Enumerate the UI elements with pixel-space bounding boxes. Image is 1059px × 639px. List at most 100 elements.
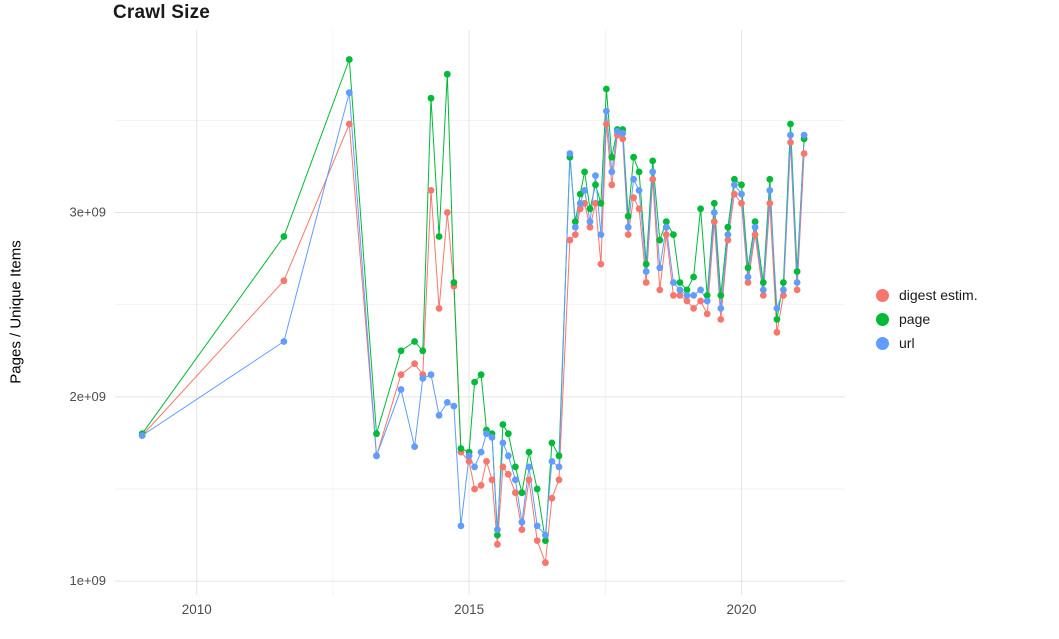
- data-point-page: [427, 94, 435, 102]
- legend-key-dot-digest: [876, 288, 889, 302]
- data-point-page: [542, 537, 549, 544]
- data-point-url: [649, 168, 657, 176]
- data-point-url: [724, 231, 732, 239]
- data-point-page: [597, 199, 605, 207]
- data-point-digest: [793, 286, 801, 294]
- y-axis-label: Pages / Unique Items: [7, 240, 25, 384]
- data-point-page: [793, 268, 801, 275]
- data-point-page: [504, 430, 512, 438]
- data-point-url: [670, 279, 677, 286]
- data-point-url: [793, 279, 801, 286]
- data-point-url: [592, 172, 599, 180]
- data-point-url: [710, 209, 718, 216]
- series-line-digest: [141, 123, 805, 563]
- data-point-digest: [624, 231, 632, 239]
- data-point-url: [427, 371, 435, 379]
- data-point-page: [738, 181, 745, 189]
- data-point-page: [731, 175, 738, 183]
- data-point-url: [280, 338, 288, 345]
- data-point-digest: [465, 458, 473, 465]
- data-point-page: [411, 338, 418, 345]
- data-point-digest: [597, 260, 605, 268]
- data-point-url: [518, 518, 526, 526]
- data-point-page: [581, 168, 588, 176]
- data-point-url: [548, 458, 556, 465]
- data-point-digest: [780, 292, 787, 299]
- data-point-digest: [488, 476, 496, 484]
- data-point-digest: [656, 286, 664, 294]
- data-point-digest: [744, 279, 752, 286]
- data-point-page: [787, 120, 794, 128]
- data-point-url: [450, 402, 458, 410]
- data-point-url: [703, 297, 711, 305]
- data-point-digest: [499, 463, 507, 471]
- data-point-url: [766, 187, 774, 194]
- data-point-url: [435, 411, 443, 419]
- data-point-page: [724, 223, 732, 231]
- data-point-url: [525, 463, 533, 471]
- data-point-digest: [435, 305, 443, 312]
- data-point-page: [499, 421, 507, 428]
- data-point-page: [690, 273, 697, 281]
- data-point-page: [373, 430, 380, 438]
- data-point-url: [483, 430, 490, 438]
- legend-label-url: url: [899, 335, 915, 351]
- data-point-page: [717, 292, 725, 299]
- legend-label-page: page: [899, 311, 931, 327]
- data-point-url: [642, 268, 650, 275]
- data-point-page: [683, 286, 691, 294]
- data-point-url: [397, 386, 405, 393]
- data-point-url: [411, 443, 418, 450]
- data-point-digest: [411, 360, 418, 368]
- legend-label-digest: digest estim.: [899, 287, 978, 303]
- data-point-page: [443, 70, 451, 78]
- data-point-page: [586, 205, 594, 213]
- data-point-url: [619, 129, 627, 137]
- data-point-page: [773, 316, 781, 323]
- data-point-digest: [703, 310, 711, 318]
- data-point-page: [345, 56, 353, 63]
- data-point-digest: [717, 316, 725, 323]
- data-point-digest: [690, 305, 697, 312]
- data-point-url: [571, 223, 579, 231]
- data-point-digest: [483, 458, 490, 465]
- data-point-url: [581, 187, 588, 194]
- data-point-page: [642, 260, 650, 268]
- data-point-url: [656, 264, 664, 272]
- data-point-url: [683, 292, 691, 299]
- data-point-digest: [542, 559, 549, 567]
- data-point-digest: [619, 135, 627, 143]
- data-point-url: [138, 432, 146, 439]
- legend-key-dot-url: [876, 336, 889, 350]
- data-point-url: [787, 131, 794, 139]
- data-point-page: [676, 279, 684, 286]
- data-point-url: [597, 231, 605, 239]
- data-point-page: [751, 218, 759, 226]
- data-point-digest: [586, 223, 594, 231]
- data-point-page: [635, 168, 643, 176]
- x-tick-label: 2020: [726, 602, 756, 617]
- data-point-digest: [662, 231, 670, 239]
- data-point-url: [494, 526, 501, 533]
- data-point-digest: [512, 489, 519, 497]
- data-point-url: [613, 127, 621, 135]
- data-point-digest: [548, 494, 556, 502]
- data-point-digest: [731, 190, 738, 198]
- data-point-digest: [603, 120, 610, 128]
- data-point-digest: [642, 279, 650, 286]
- data-point-page: [555, 452, 563, 460]
- data-point-page: [397, 347, 405, 355]
- data-point-page: [697, 205, 704, 213]
- data-point-digest: [504, 470, 512, 478]
- data-point-url: [542, 531, 549, 539]
- data-point-url: [477, 448, 485, 456]
- data-point-digest: [670, 292, 677, 299]
- data-point-digest: [683, 297, 691, 305]
- data-point-page: [710, 199, 718, 207]
- data-point-digest: [697, 297, 704, 305]
- data-point-url: [443, 399, 451, 406]
- data-point-url: [676, 286, 684, 294]
- data-point-page: [630, 153, 637, 161]
- data-point-page: [603, 85, 610, 93]
